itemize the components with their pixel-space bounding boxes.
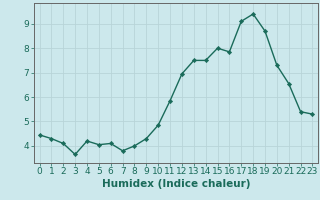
X-axis label: Humidex (Indice chaleur): Humidex (Indice chaleur) — [102, 179, 250, 189]
